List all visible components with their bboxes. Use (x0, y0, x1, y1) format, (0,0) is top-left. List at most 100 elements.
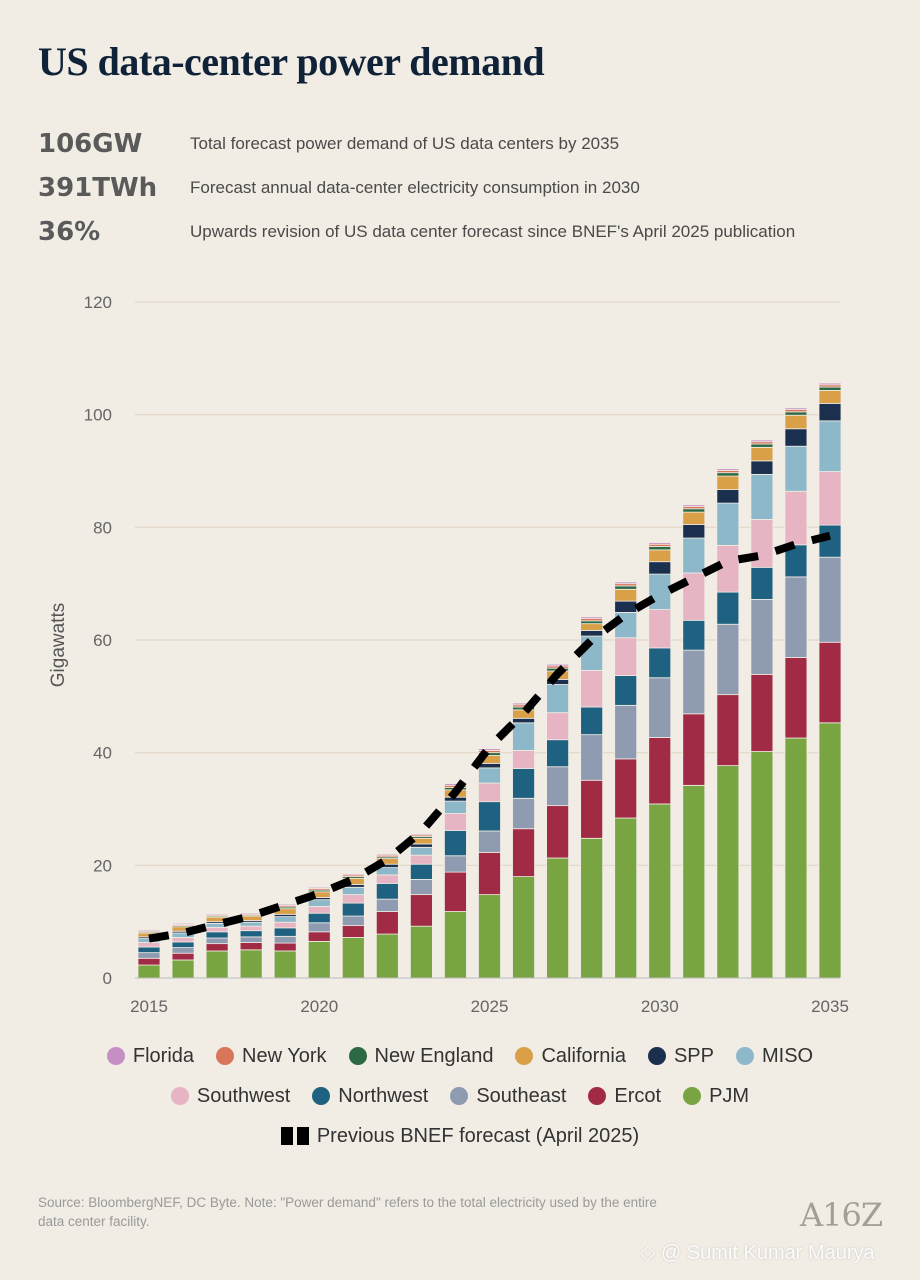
bar-segment-southeast (580, 734, 604, 781)
bar-segment-southwest (580, 670, 604, 708)
bar-segment-pjm (478, 894, 501, 979)
x-tick-label: 2030 (641, 997, 679, 1016)
bar-segment-southeast (784, 576, 808, 658)
bar-segment-northwest (375, 882, 399, 900)
bar-segment-florida (580, 616, 604, 619)
stat-value: 391TWh (38, 173, 158, 203)
bar-segment-southwest (409, 854, 433, 865)
bar-segment-southwest (171, 937, 195, 943)
bar-segment-florida (307, 886, 331, 889)
bar-segment-southwest (273, 921, 297, 929)
bar-segment-miso (444, 800, 467, 814)
bar-segment-pjm (546, 857, 569, 979)
bar-segment-ercot (784, 657, 808, 739)
bar-segment-southeast (750, 599, 774, 675)
bar-segment-spp (716, 489, 740, 504)
bar-segment-ercot (375, 911, 399, 935)
bar-segment-pjm (750, 751, 774, 979)
legend-label: Southeast (476, 1084, 567, 1107)
bar-segment-northwest (512, 768, 535, 799)
bar-segment-new-england (818, 386, 842, 391)
stat-row: 106GW Total forecast power demand of US … (38, 122, 795, 166)
bar-segment-new-england (682, 508, 706, 513)
x-tick-label: 2025 (471, 997, 509, 1016)
bar-segment-southeast (444, 855, 467, 873)
bar-segment-pjm (512, 876, 535, 979)
bar-segment-northwest (409, 863, 433, 880)
bar-segment-southwest (375, 874, 399, 884)
bar-segment-ercot (648, 737, 672, 805)
bar-segment-southwest (784, 490, 808, 546)
legend-swatch (736, 1047, 754, 1065)
x-tick-label: 2035 (811, 997, 849, 1016)
legend-label: New York (242, 1044, 327, 1067)
bar-segment-new-england (716, 472, 740, 477)
legend-item: Ercot (588, 1085, 661, 1108)
bar-segment-northwest (682, 619, 706, 651)
bar-segment-pjm (784, 737, 808, 979)
bar-segment-pjm (716, 765, 740, 979)
bar-segment-northwest (648, 647, 672, 679)
bar-segment-california (239, 915, 263, 921)
legend-item: Florida (106, 1045, 194, 1068)
legend-row: Previous BNEF forecast (April 2025) (0, 1116, 920, 1156)
page-title: US data-center power demand (38, 39, 545, 84)
bar-segment-florida (409, 833, 433, 836)
bar-segment-southeast (648, 677, 672, 738)
bar-segment-california (580, 623, 604, 631)
bar-segment-florida (171, 922, 195, 925)
bar-segment-ercot (682, 713, 706, 786)
bar-segment-southeast (409, 879, 433, 896)
bar-segment-pjm (137, 964, 161, 979)
bar-segment-miso (512, 722, 535, 751)
bar-segment-miso (750, 473, 774, 520)
bar-segment-pjm (682, 784, 706, 979)
bar-segment-northwest (580, 706, 604, 736)
bar-segment-pjm (307, 940, 331, 979)
bar-segment-california (784, 414, 808, 430)
bar-segment-spp (478, 762, 501, 769)
bar-segment-ercot (512, 828, 535, 878)
a16z-logo: A16Z (800, 1196, 883, 1234)
bar-segment-spp (580, 630, 604, 637)
legend-label: Southwest (196, 1084, 291, 1107)
bar-segment-southwest (478, 782, 501, 803)
bar-segment-florida (682, 504, 706, 507)
y-tick-label: 80 (93, 518, 112, 537)
legend-swatch (312, 1087, 331, 1105)
bar-segment-california (648, 549, 672, 563)
y-tick-label: 20 (93, 856, 112, 875)
bar-segment-southwest (239, 925, 263, 932)
bar-segment-spp (614, 600, 638, 613)
bar-segment-ercot (171, 952, 195, 961)
bar-segment-southeast (512, 797, 535, 830)
bar-segment-northwest (137, 946, 161, 954)
legend-item: New England (348, 1045, 493, 1068)
bar-segment-southwest (648, 609, 672, 649)
bar-segment-southeast (682, 649, 706, 715)
stat-value: 36% (38, 217, 101, 247)
y-axis-title: Gigawatts (48, 603, 69, 687)
bar-segment-miso (239, 921, 263, 927)
legend-swatch (170, 1087, 189, 1105)
legend-label: Ercot (614, 1084, 662, 1107)
bar-segment-spp (409, 843, 433, 848)
bar-segment-southeast (614, 704, 638, 760)
bar-segment-miso (682, 537, 706, 574)
bar-segment-pjm (409, 925, 433, 979)
bar-segment-florida (648, 542, 672, 545)
bar-segment-florida (341, 873, 365, 876)
bar-segment-california (682, 511, 706, 525)
legend-label: PJM (709, 1084, 750, 1107)
legend-label: Northwest (338, 1084, 429, 1107)
stat-description: Upwards revision of US data center forec… (190, 222, 796, 241)
y-tick-label: 60 (93, 631, 112, 650)
stats-block: 106GW Total forecast power demand of US … (38, 122, 795, 254)
bar-segment-southwest (818, 471, 842, 526)
legend-item: MISO (736, 1045, 813, 1068)
bar-segment-florida (750, 439, 774, 443)
bar-segment-spp (818, 403, 842, 422)
legend-item: Southwest (170, 1084, 291, 1108)
legend-swatch (683, 1087, 702, 1105)
legend-item: California (515, 1045, 626, 1068)
